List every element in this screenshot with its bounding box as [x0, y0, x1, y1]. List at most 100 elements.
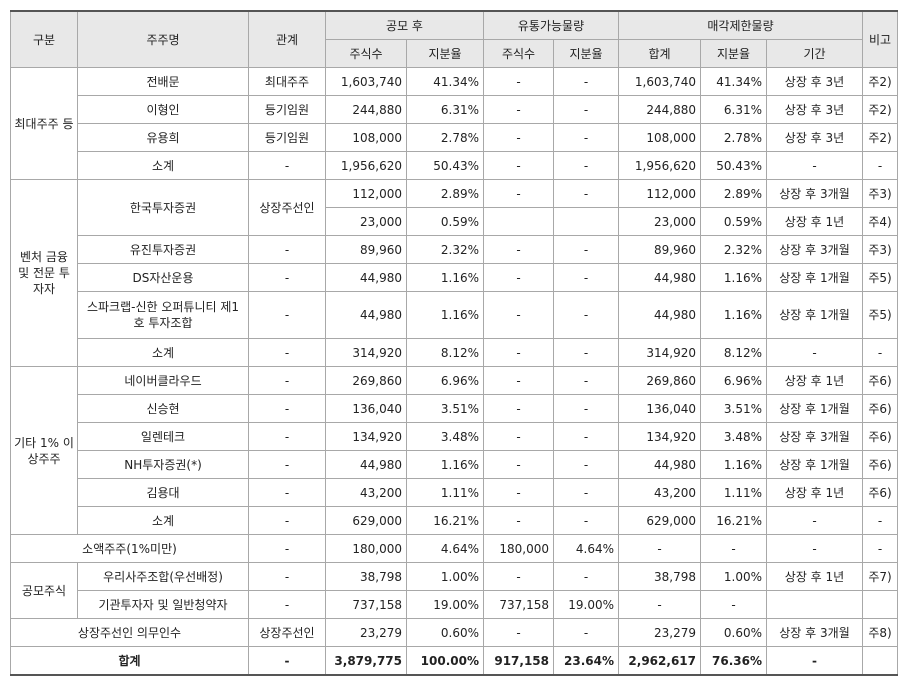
cell: 314,920 [618, 338, 701, 367]
cell: 1.00% [406, 562, 484, 591]
cell: 소계 [77, 506, 249, 535]
cell: 3,879,775 [325, 646, 407, 676]
cell: 소계 [77, 151, 249, 180]
cell: - [862, 534, 899, 563]
cell: - [248, 506, 326, 535]
cell: - [553, 67, 619, 96]
cell: - [248, 422, 326, 451]
table-row: 기타 1% 이상주주 네이버클라우드 -269,860 6.96% - -269,860 6… [10, 366, 899, 535]
cell: 기타 1% 이상주주 [10, 366, 78, 535]
cell: 44,980 [325, 450, 407, 479]
cell: 상장주선인 의무인수 [10, 618, 249, 647]
cell: 이형인 [77, 95, 249, 124]
cell: - [248, 366, 326, 395]
cell: 41.34% [406, 67, 484, 96]
cell: 상장 후 1개월 [765, 394, 864, 423]
cell: 6.96% [406, 366, 484, 395]
cell: - [483, 235, 554, 264]
cell: - [553, 618, 619, 647]
cell: - [618, 534, 701, 563]
cell: 일렌테크 [77, 422, 249, 451]
cell: 108,000 [618, 123, 701, 152]
cell: 상장 후 3개월 [765, 179, 864, 208]
cell: - [248, 338, 326, 367]
cell: 50.43% [700, 151, 767, 180]
cell: - [483, 95, 554, 124]
cell: 합계 [10, 646, 249, 676]
cell: 2.89% [700, 179, 767, 208]
header-cell: 주주명 [77, 10, 249, 68]
table-row: 소계 -314,920 8.12% - -314,920 8.12% - - [11, 338, 899, 367]
cell: 136,040 [325, 394, 407, 423]
cell: 벤처 금융 및 전문 투자자 [10, 179, 78, 367]
cell: 0.59% [406, 207, 484, 236]
cell: - [483, 450, 554, 479]
cell: 38,798 [618, 562, 701, 591]
cell: 최대주주 등 [10, 67, 78, 180]
cell: 상장주선인 [248, 618, 326, 647]
cell: - [553, 151, 619, 180]
cell: 41.34% [700, 67, 767, 96]
cell: 주3) [862, 235, 899, 264]
cell: NH투자증권(*) [77, 450, 249, 479]
cell: - [483, 506, 554, 535]
cell: 44,980 [325, 263, 407, 292]
cell: 2.89% [406, 179, 484, 208]
cell: 23,279 [618, 618, 701, 647]
table-body: 최대주주 등 전배문 최대주주 1,603,740 41.34% - -1,603,740 4… [10, 67, 899, 676]
empty-cell [862, 646, 899, 676]
cell: 공모주식 [10, 562, 78, 619]
cell: 스파크랩-신한 오퍼튜니티 제1호 투자조합 [77, 291, 249, 339]
cell: 주2) [862, 67, 899, 96]
cell: - [483, 562, 554, 591]
cell: 한국투자증권 [77, 179, 249, 236]
cell: 전배문 [77, 67, 249, 96]
cell: 16.21% [406, 506, 484, 535]
cell: 112,000 [618, 179, 701, 208]
cell: 상장 후 3년 [765, 67, 864, 96]
table-row: 기관투자자 및 일반청약자 -737,158 19.00% 737,158 19.00%… [11, 590, 899, 619]
table-row: 상장주선인 의무인수 상장주선인 23,279 0.60% - -23,279 0.60% 상… [10, 618, 899, 647]
cell: - [765, 506, 864, 535]
cell: 네이버클라우드 [77, 366, 249, 395]
cell: - [700, 590, 767, 619]
table-row: 공모주식 우리사주조합(우선배정) -38,798 1.00% - -38,798 1.00… [10, 562, 899, 619]
cell: 269,860 [618, 366, 701, 395]
cell: 43,200 [325, 478, 407, 507]
cell: 상장 후 3개월 [765, 618, 864, 647]
header-cell: 기간 [765, 39, 864, 68]
cell: - [553, 123, 619, 152]
cell: - [483, 123, 554, 152]
cell: - [483, 422, 554, 451]
cell: 19.00% [406, 590, 484, 619]
cell: 8.12% [700, 338, 767, 367]
cell: - [483, 291, 554, 339]
cell: 737,158 [325, 590, 407, 619]
cell: 23,000 [618, 207, 701, 236]
cell: 4.64% [406, 534, 484, 563]
cell: 8.12% [406, 338, 484, 367]
cell: 1,956,620 [618, 151, 701, 180]
cell: - [248, 534, 326, 563]
cell: 주4) [862, 207, 899, 236]
cell: - [248, 235, 326, 264]
table-row: DS자산운용 -44,980 1.16% - -44,980 1.16% 상장 후 1개월 주… [11, 263, 899, 292]
cell: - [248, 646, 326, 676]
cell: 244,880 [618, 95, 701, 124]
cell: - [553, 179, 619, 208]
cell: 1.00% [700, 562, 767, 591]
cell: - [765, 151, 864, 180]
table-row: 23,000 0.59% 23,000 0.59% 상장 후 1년 주4) [11, 207, 899, 236]
cell: 1.16% [406, 450, 484, 479]
header-cell: 지분율 [700, 39, 767, 68]
cell: DS자산운용 [77, 263, 249, 292]
cell: 상장 후 1개월 [765, 291, 864, 339]
cell: - [618, 590, 701, 619]
cell: 180,000 [325, 534, 407, 563]
cell: 1.11% [406, 478, 484, 507]
cell: 0.59% [700, 207, 767, 236]
cell: 629,000 [325, 506, 407, 535]
cell: 주2) [862, 123, 899, 152]
cell: 629,000 [618, 506, 701, 535]
cell: 주6) [862, 450, 899, 479]
